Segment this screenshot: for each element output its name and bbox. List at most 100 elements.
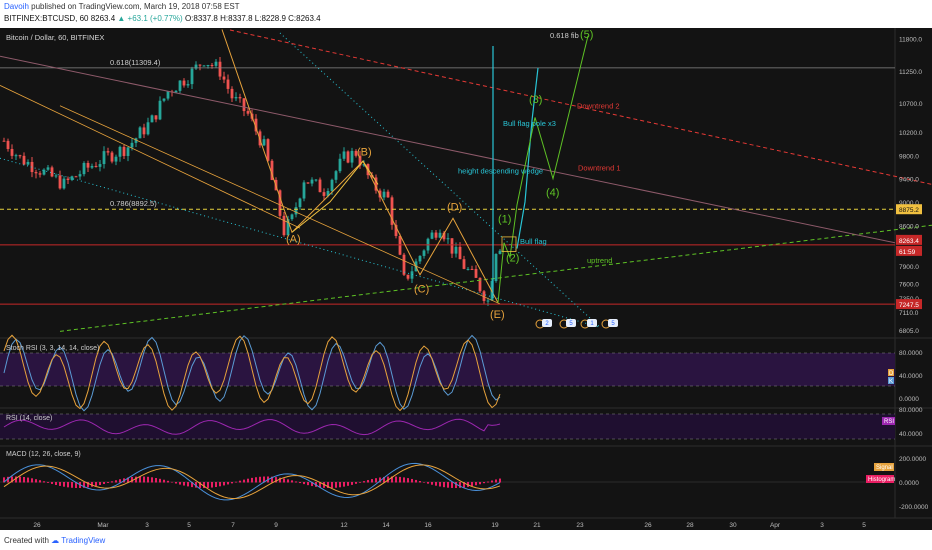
time-axis-label: 16 bbox=[424, 522, 432, 529]
symbol-line: BITFINEX:BTCUSD, 60 8263.4 ▲ +63.1 (+0.7… bbox=[4, 14, 321, 23]
downtrend-2-line bbox=[229, 29, 932, 185]
bull-flag-box bbox=[501, 236, 517, 252]
macd-histogram-bar bbox=[119, 479, 121, 483]
macd-histogram-bar bbox=[107, 482, 109, 483]
time-axis-label: 26 bbox=[644, 522, 652, 529]
price-axis-label: 8600.0 bbox=[899, 223, 919, 230]
price-badge-label: 61:59 bbox=[899, 249, 916, 256]
candle-body bbox=[226, 79, 230, 89]
price-axis-label: 7900.0 bbox=[899, 264, 919, 271]
candle-body bbox=[46, 167, 50, 170]
candle-body bbox=[262, 139, 266, 146]
time-axis-label: 3 bbox=[145, 522, 149, 529]
candle-body bbox=[350, 150, 354, 163]
price-badge-label: 7247.5 bbox=[899, 302, 919, 309]
impulse-projection bbox=[497, 35, 589, 303]
macd-histogram-bar bbox=[331, 482, 333, 488]
chart-svg[interactable]: 0.618(11309.4) 0.786(8892.5) 0.618 fib (A) (… bbox=[0, 28, 932, 530]
candle-body bbox=[90, 165, 94, 168]
rsi-axis-label: 80.0000 bbox=[899, 407, 923, 414]
candle-body bbox=[486, 300, 490, 302]
event-marker-count: 2 bbox=[545, 321, 549, 327]
annotation-wave: (B) bbox=[357, 146, 372, 158]
annotation-trend: uptrend bbox=[587, 256, 612, 265]
macd-histogram-bar bbox=[131, 477, 133, 483]
macd-histogram-bar bbox=[299, 482, 301, 484]
macd-histogram-bar bbox=[283, 478, 285, 483]
macd-histogram-bar bbox=[343, 482, 345, 487]
candle-body bbox=[458, 246, 462, 260]
candle-body bbox=[194, 64, 198, 69]
wave-b-detail bbox=[291, 160, 379, 233]
macd-histogram-bar bbox=[235, 481, 237, 483]
stoch-axis-label: 0.0000 bbox=[899, 396, 919, 403]
time-axis-label: 30 bbox=[729, 522, 737, 529]
macd-histogram-bar bbox=[319, 482, 321, 488]
stoch-label: Stoch RSI (3, 3, 14, 14, close) bbox=[6, 345, 99, 352]
event-marker-count: 1 bbox=[590, 321, 594, 327]
macd-histogram-bar bbox=[459, 482, 461, 488]
macd-histogram-bar bbox=[59, 482, 61, 486]
macd-axis-label: 200.0000 bbox=[899, 456, 926, 463]
candle-body bbox=[178, 80, 182, 91]
macd-histogram-bar bbox=[255, 477, 257, 483]
macd-histogram-bar bbox=[407, 478, 409, 483]
candle-body bbox=[374, 177, 378, 191]
candle-body bbox=[206, 65, 210, 67]
macd-histogram-bar bbox=[251, 477, 253, 483]
stoch-axis-label: 80.0000 bbox=[899, 350, 923, 357]
annotation-impulse: (5) bbox=[580, 29, 593, 41]
macd-signal-badge-text: Signal bbox=[876, 465, 893, 471]
stoch-axis-label: 40.0000 bbox=[899, 373, 923, 380]
macd-histogram-bar bbox=[347, 482, 349, 486]
candle-body bbox=[30, 161, 34, 173]
candle-body bbox=[270, 160, 274, 180]
candle-body bbox=[314, 179, 318, 181]
candle-body bbox=[238, 97, 242, 99]
macd-histogram-bar bbox=[483, 482, 485, 484]
tradingview-link[interactable]: TradingView bbox=[61, 536, 106, 545]
candle-body bbox=[66, 178, 70, 180]
candle-body bbox=[126, 147, 130, 156]
macd-histogram-bar bbox=[147, 476, 149, 483]
price-axis-label: 11250.0 bbox=[899, 69, 922, 76]
rsi-line bbox=[3, 418, 501, 436]
macd-histogram-bar bbox=[295, 481, 297, 483]
candle-body bbox=[230, 88, 234, 99]
macd-axis-label: 0.0000 bbox=[899, 480, 919, 487]
macd-histogram-badge bbox=[866, 475, 894, 483]
candle-body bbox=[330, 179, 334, 192]
macd-histogram-bar bbox=[175, 482, 177, 484]
stoch-k-badge-text: K bbox=[889, 379, 893, 385]
price-change: ▲ +63.1 (+0.77%) bbox=[117, 14, 183, 23]
macd-histogram-bar bbox=[291, 480, 293, 483]
time-axis-label: 12 bbox=[340, 522, 348, 529]
candle-body bbox=[406, 274, 410, 279]
candle-body bbox=[190, 68, 194, 85]
macd-histogram-bar bbox=[135, 476, 137, 483]
price-badge bbox=[896, 299, 922, 310]
time-axis-label: 21 bbox=[533, 522, 541, 529]
event-marker-badge bbox=[587, 319, 597, 327]
macd-histogram-bar bbox=[231, 482, 233, 484]
macd-histogram-bar bbox=[367, 480, 369, 483]
stoch-band bbox=[0, 353, 895, 386]
macd-histogram-bar bbox=[219, 482, 221, 487]
candle-body bbox=[114, 156, 118, 162]
macd-histogram-bar bbox=[375, 478, 377, 483]
macd-histogram-bar bbox=[355, 482, 357, 484]
candle-body bbox=[442, 232, 446, 240]
price-badge bbox=[896, 245, 922, 256]
candle-body bbox=[86, 162, 90, 168]
time-axis-label: 26 bbox=[33, 522, 41, 529]
candle-body bbox=[306, 182, 310, 184]
macd-histogram-bar bbox=[383, 476, 385, 483]
macd-histogram-bar bbox=[7, 476, 9, 483]
candle-body bbox=[438, 232, 442, 238]
author-link[interactable]: Davoih bbox=[4, 2, 29, 11]
macd-histogram-bar bbox=[395, 476, 397, 483]
chart-area[interactable]: 0.618(11309.4) 0.786(8892.5) 0.618 fib (A) (… bbox=[0, 28, 932, 530]
candle-body bbox=[54, 175, 58, 177]
candle-body bbox=[106, 151, 110, 153]
macd-histogram-bar bbox=[139, 476, 141, 483]
